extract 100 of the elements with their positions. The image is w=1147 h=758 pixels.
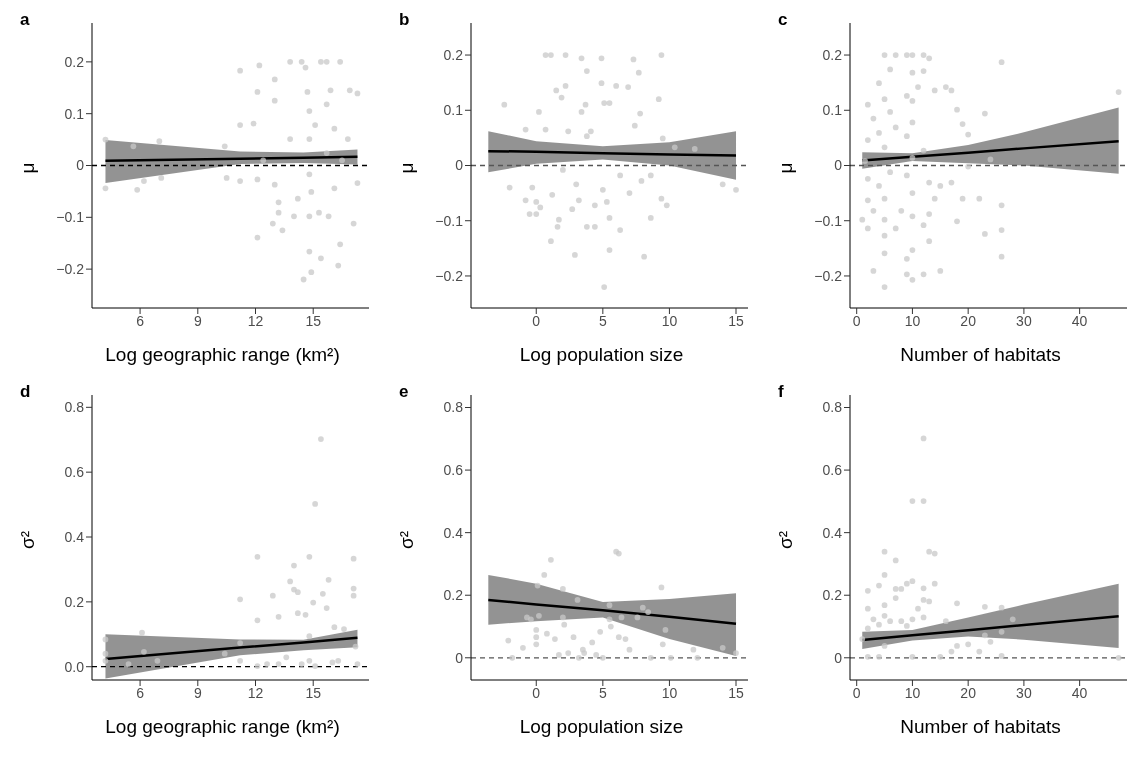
point: [254, 234, 261, 241]
point: [310, 599, 317, 606]
point: [544, 630, 550, 637]
point: [287, 58, 294, 65]
point: [350, 220, 357, 227]
x-tick-label: 40: [1071, 312, 1088, 329]
point: [271, 97, 278, 104]
y-tick-label: 0: [76, 157, 85, 174]
y-tick-label: −0.1: [814, 212, 843, 229]
point: [312, 122, 319, 128]
point: [346, 87, 353, 94]
point: [335, 658, 342, 664]
x-axis-title: Log population size: [518, 716, 685, 738]
point: [339, 157, 345, 164]
point: [892, 557, 899, 564]
point: [998, 653, 1005, 659]
point: [237, 122, 243, 128]
point: [909, 578, 916, 585]
point: [139, 629, 145, 636]
x-tick-label: 10: [904, 684, 921, 701]
x-tick-label: 5: [598, 684, 607, 701]
point: [909, 616, 916, 623]
y-tick-label: 0.6: [822, 462, 843, 479]
point: [221, 650, 228, 657]
y-tick-label: −0.1: [435, 212, 464, 229]
point: [102, 636, 109, 643]
point: [920, 435, 927, 442]
point: [926, 548, 933, 555]
point: [920, 597, 927, 603]
point: [565, 650, 572, 656]
x-tick-label: 9: [193, 312, 202, 329]
y-tick-label: 0.1: [443, 102, 464, 119]
point: [335, 262, 342, 269]
point: [556, 652, 562, 658]
chart-title: c: [778, 10, 788, 30]
point: [931, 550, 938, 557]
point: [881, 613, 888, 619]
x-tick-label: 5: [598, 312, 607, 329]
y-tick-label: 0: [834, 157, 843, 174]
point: [575, 654, 582, 661]
x-tick-label: 12: [247, 312, 264, 329]
x-tick-label: 9: [193, 684, 202, 701]
point: [323, 605, 330, 611]
x-tick-label: 0: [852, 312, 861, 329]
y-tick-label: 0.6: [64, 464, 85, 481]
point: [327, 87, 334, 94]
point: [331, 624, 338, 631]
point: [306, 108, 313, 114]
point: [350, 592, 357, 599]
point: [903, 580, 910, 587]
point: [102, 185, 109, 192]
point: [903, 623, 910, 629]
point: [271, 76, 278, 83]
point: [864, 587, 871, 594]
point: [308, 189, 315, 195]
point: [541, 572, 548, 578]
point: [570, 634, 577, 641]
x-tick-label: 12: [247, 684, 264, 701]
point: [287, 136, 294, 142]
y-tick-label: 0.4: [822, 524, 843, 541]
point: [864, 653, 871, 660]
y-tick-label: 0.2: [443, 47, 464, 63]
point: [520, 644, 526, 651]
y-tick-label: 0.2: [822, 587, 843, 604]
point: [909, 498, 916, 504]
point: [125, 661, 132, 667]
point: [982, 632, 988, 639]
point: [269, 592, 276, 599]
point: [859, 636, 866, 642]
point: [733, 650, 739, 656]
point: [352, 643, 359, 650]
point: [254, 176, 261, 183]
point: [533, 634, 540, 641]
y-axis-title: μ: [16, 162, 39, 174]
point: [639, 604, 646, 611]
point: [881, 602, 888, 609]
point: [354, 180, 361, 186]
x-tick-label: 10: [661, 684, 678, 701]
point: [318, 436, 324, 442]
point: [254, 89, 261, 95]
point: [325, 576, 332, 583]
point: [647, 654, 654, 661]
point: [331, 185, 338, 192]
chart-title: a: [20, 10, 30, 30]
point: [926, 598, 933, 605]
point: [881, 643, 888, 649]
point: [920, 498, 927, 504]
x-axis-title: Number of habitats: [899, 716, 1062, 738]
point: [626, 646, 633, 653]
y-tick-label: 0.1: [822, 102, 843, 119]
point: [318, 58, 324, 65]
chart-title: b: [399, 10, 410, 30]
x-tick-label: 15: [305, 684, 322, 701]
point: [323, 58, 330, 65]
point: [306, 213, 313, 220]
x-tick-label: 20: [960, 312, 977, 329]
point: [658, 584, 665, 591]
point: [581, 650, 588, 656]
point: [308, 269, 315, 276]
point: [694, 654, 701, 661]
